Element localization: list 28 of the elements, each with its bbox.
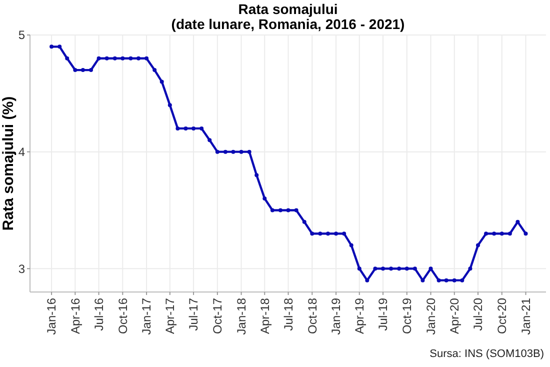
x-tick-label: Jul-17 xyxy=(186,298,201,331)
x-tick-label: Jan-21 xyxy=(518,298,533,335)
text: Sursa: INS (SOM103B) xyxy=(430,348,544,360)
x-tick-label: Apr-19 xyxy=(352,298,367,334)
x-tick-label: Jan-18 xyxy=(234,298,248,335)
y-tick-label: 3 xyxy=(18,262,26,276)
x-tick-label: Jan-19 xyxy=(329,298,344,335)
x-tick-label: Jul-19 xyxy=(376,298,390,331)
x-tick-label: Jul-20 xyxy=(471,298,486,331)
x-tick-label: Oct-20 xyxy=(495,298,510,334)
x-tick-label: Apr-17 xyxy=(163,298,178,334)
x-tick-label: Jul-16 xyxy=(92,298,106,331)
x-tick-label: Oct-18 xyxy=(305,298,320,334)
x-tick-label: Jul-18 xyxy=(281,298,296,331)
x-tick-label: Oct-19 xyxy=(400,298,414,334)
x-tick-label: Apr-20 xyxy=(448,298,462,334)
y-axis-title: Rata somajului (%) xyxy=(0,96,17,231)
chart-title: Rata somajului xyxy=(238,1,338,17)
x-tick-label: Apr-18 xyxy=(258,298,272,334)
y-tick-label: 5 xyxy=(18,28,26,42)
x-tick-label: Jan-20 xyxy=(424,298,438,335)
x-tick-label: Jan-16 xyxy=(44,298,59,335)
x-tick-label: Apr-16 xyxy=(68,298,82,334)
x-tick-label: Oct-17 xyxy=(210,298,225,334)
x-tick-label: Jan-17 xyxy=(140,298,154,335)
chart-subtitle: (date lunare, Romania, 2016 - 2021) xyxy=(171,16,405,32)
y-tick-label: 4 xyxy=(18,145,26,160)
x-tick-label: Oct-16 xyxy=(116,298,130,334)
